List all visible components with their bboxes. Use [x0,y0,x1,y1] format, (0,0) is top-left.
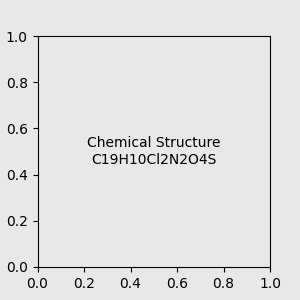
Text: Chemical Structure
C19H10Cl2N2O4S: Chemical Structure C19H10Cl2N2O4S [87,136,220,166]
